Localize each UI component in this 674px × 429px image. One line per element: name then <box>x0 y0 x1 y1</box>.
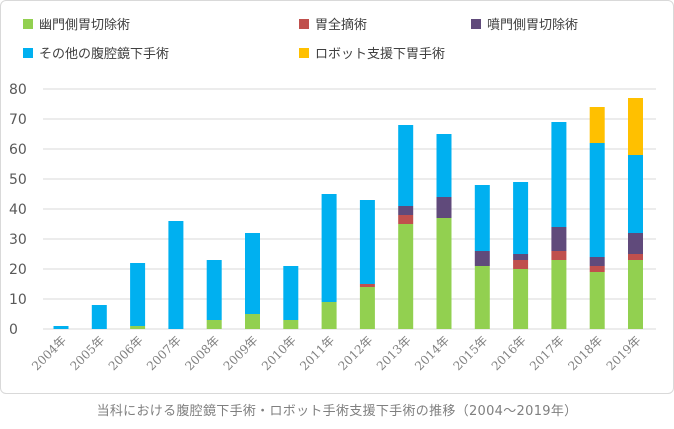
legend-label: 幽門側胃切除術 <box>39 18 130 33</box>
x-tick-label: 2019年 <box>604 333 644 373</box>
bar-segment <box>551 227 567 251</box>
bar-segment <box>130 326 146 329</box>
bar-segment <box>245 233 260 314</box>
y-tick-label: 80 <box>9 82 27 98</box>
x-tick-label: 2006年 <box>106 333 146 373</box>
bar-segment <box>628 233 643 254</box>
bar-segment <box>436 218 452 329</box>
bar-segment <box>551 122 567 227</box>
legend-label: 胃全摘術 <box>315 17 367 33</box>
x-tick-label: 2011年 <box>297 333 337 373</box>
legend-swatch <box>299 19 309 29</box>
x-tick-label: 2017年 <box>527 333 567 373</box>
legend-swatch <box>471 19 481 29</box>
bar-segment <box>628 260 643 329</box>
x-tick-label: 2007年 <box>144 333 184 373</box>
bar-segment <box>245 314 260 329</box>
bar-segment <box>206 260 222 320</box>
bar-segment <box>474 251 490 266</box>
bar-segment <box>628 155 643 233</box>
x-axis-ticks: 2004年2005年2006年2007年2008年2009年2010年2011年… <box>29 333 643 373</box>
bar-segment <box>168 221 184 329</box>
bar-segment <box>436 197 452 218</box>
legend-label: ロボット支援下胃手術 <box>315 47 445 62</box>
bar-segment <box>398 224 414 329</box>
bar-segment <box>589 272 605 329</box>
bar-segment <box>321 194 337 302</box>
bar-segment <box>283 266 299 320</box>
bar-segment <box>513 260 529 269</box>
y-axis-ticks: 0 10 20 30 40 50 60 70 80 <box>9 82 27 338</box>
y-tick-label: 50 <box>9 172 27 188</box>
y-tick-label: 30 <box>9 232 27 248</box>
chart-bars <box>53 98 643 329</box>
x-tick-label: 2010年 <box>259 333 299 373</box>
chart-caption: 当科における腹腔鏡下手術・ロボット手術支援下手術の推移（2004～2019年） <box>96 404 578 419</box>
x-tick-label: 2008年 <box>182 333 222 373</box>
bar-segment <box>589 257 605 266</box>
legend-swatch <box>299 48 309 58</box>
legend-swatch <box>23 48 33 58</box>
bar-segment <box>589 143 605 257</box>
bar-segment <box>513 182 529 254</box>
legend-label: 噴門側胃切除術 <box>487 18 578 33</box>
chart-frame: 幽門側胃切除術 胃全摘術 噴門側胃切除術その他の腹腔鏡下手術 ロボット支援下胃手術 0… <box>0 0 674 394</box>
bar-segment <box>628 98 643 155</box>
bar-segment <box>513 269 529 329</box>
legend-swatch <box>23 19 33 29</box>
x-tick-label: 2012年 <box>336 333 376 373</box>
bar-segment <box>359 287 375 329</box>
bar-segment <box>589 266 605 272</box>
x-tick-label: 2009年 <box>221 333 261 373</box>
bar-segment <box>359 200 375 284</box>
bar-segment <box>321 302 337 329</box>
x-tick-label: 2014年 <box>412 333 452 373</box>
bar-segment <box>474 266 490 329</box>
x-tick-label: 2013年 <box>374 333 414 373</box>
bar-segment <box>206 320 222 329</box>
y-tick-label: 20 <box>9 262 27 278</box>
bar-segment <box>628 254 643 260</box>
bar-segment <box>53 326 69 329</box>
y-tick-label: 40 <box>9 202 27 218</box>
bar-segment <box>91 305 107 329</box>
bar-segment <box>130 263 146 326</box>
y-tick-label: 0 <box>9 322 18 338</box>
bar-segment <box>398 215 414 224</box>
bar-segment <box>283 320 299 329</box>
bar-segment <box>589 107 605 143</box>
bar-segment <box>359 284 375 287</box>
bar-segment <box>474 185 490 251</box>
x-tick-label: 2005年 <box>67 333 107 373</box>
x-tick-label: 2004年 <box>29 333 69 373</box>
bar-segment <box>513 254 529 260</box>
bar-segment <box>551 251 567 260</box>
x-tick-label: 2018年 <box>565 333 605 373</box>
y-tick-label: 60 <box>9 142 27 158</box>
x-tick-label: 2016年 <box>489 333 529 373</box>
y-tick-label: 70 <box>9 112 27 128</box>
bar-segment <box>398 206 414 215</box>
y-tick-label: 10 <box>9 292 27 308</box>
bar-segment <box>398 125 414 206</box>
chart-gridlines <box>43 88 656 330</box>
legend-label: その他の腹腔鏡下手術 <box>39 46 169 62</box>
bar-segment <box>551 260 567 329</box>
x-tick-label: 2015年 <box>450 333 490 373</box>
bar-segment <box>436 134 452 197</box>
